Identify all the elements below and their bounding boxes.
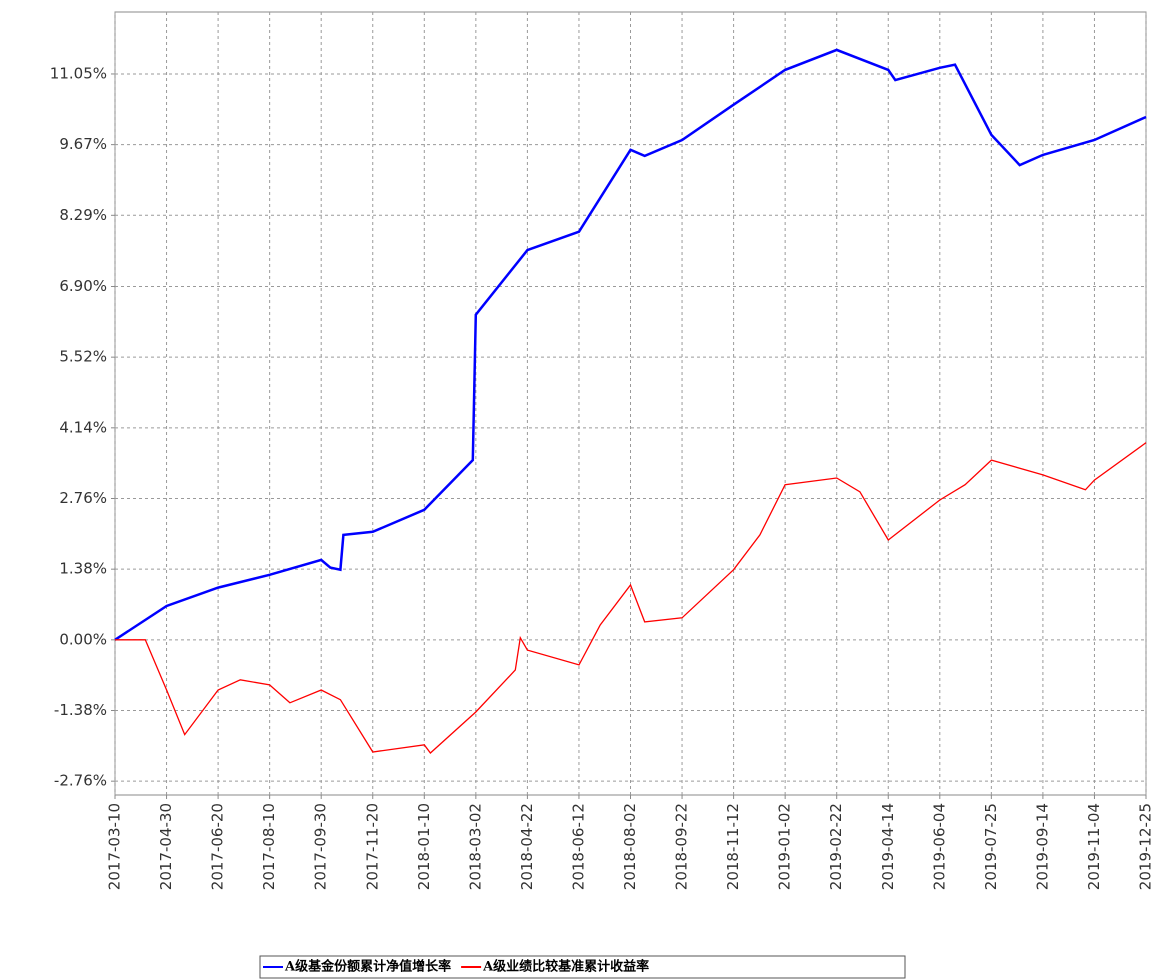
x-tick-label: 2018-03-02 <box>466 803 484 890</box>
x-tick-label: 2017-06-20 <box>209 803 227 890</box>
x-tick-label: 2017-09-30 <box>312 803 330 890</box>
x-tick-label: 2017-04-30 <box>157 803 175 890</box>
y-tick-label: 5.52% <box>59 348 107 366</box>
y-tick-label: -2.76% <box>54 772 107 790</box>
y-tick-label: 11.05% <box>50 64 107 82</box>
x-tick-label: 2017-03-10 <box>106 803 124 890</box>
y-tick-label: 9.67% <box>59 135 107 153</box>
x-tick-label: 2019-04-14 <box>879 803 897 890</box>
x-tick-label: 2019-12-25 <box>1137 803 1153 890</box>
series-line <box>114 48 1147 641</box>
x-tick-label: 2018-11-12 <box>724 803 742 890</box>
legend-label: A级业绩比较基准累计收益率 <box>482 959 649 975</box>
x-tick-label: 2018-04-22 <box>518 803 536 890</box>
legend-label: A级基金份额累计净值增长率 <box>284 959 451 975</box>
x-tick-label: 2018-09-22 <box>673 803 691 890</box>
x-tick-label: 2018-08-02 <box>621 803 639 890</box>
x-tick-label: 2019-07-25 <box>982 803 1000 890</box>
y-tick-label: 2.76% <box>59 489 107 507</box>
x-tick-label: 2017-11-20 <box>363 803 381 890</box>
x-tick-label: 2019-11-04 <box>1085 803 1103 890</box>
x-tick-label: 2019-01-02 <box>776 803 794 890</box>
y-tick-label: 4.14% <box>59 418 107 436</box>
y-tick-label: 0.00% <box>59 630 107 648</box>
series-line <box>115 442 1147 754</box>
x-tick-label: 2019-02-22 <box>827 803 845 890</box>
y-tick-label: 8.29% <box>59 206 107 224</box>
x-tick-label: 2018-06-12 <box>569 803 587 890</box>
x-tick-label: 2018-01-10 <box>415 803 433 890</box>
y-tick-label: 6.90% <box>59 277 107 295</box>
legend-box <box>259 955 906 979</box>
x-tick-label: 2019-09-14 <box>1033 803 1051 890</box>
x-tick-label: 2019-06-04 <box>930 803 948 890</box>
x-tick-label: 2017-08-10 <box>260 803 278 890</box>
y-tick-label: -1.38% <box>54 701 107 719</box>
y-tick-label: 1.38% <box>59 560 107 578</box>
